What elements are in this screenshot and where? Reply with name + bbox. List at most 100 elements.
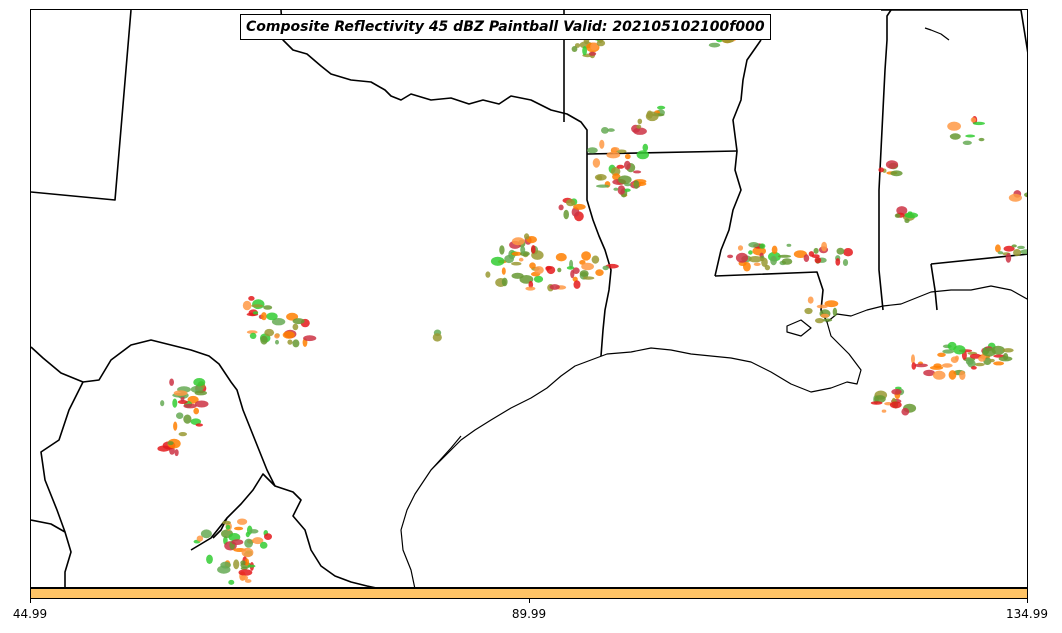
paintball-blob [217, 565, 231, 574]
paintball-blob [595, 269, 604, 276]
paintball-blob [983, 357, 992, 366]
paintball-blob [573, 280, 581, 289]
paintball-blob [911, 354, 915, 364]
paintball-blob [764, 264, 771, 271]
paintball-blob [252, 537, 264, 545]
paintball-blob [978, 355, 986, 362]
paintball-blob [193, 378, 206, 387]
paintball-blob [240, 566, 248, 570]
paintball-blob [1017, 245, 1025, 250]
paintball-blob [895, 386, 902, 390]
paintball-blob [525, 286, 536, 291]
paintball-blob [624, 153, 631, 160]
paintball-blob [511, 237, 525, 246]
paintball-blob [607, 128, 615, 132]
paintball-blob [233, 559, 240, 570]
paintball-blob [835, 258, 841, 266]
paintball-blob [239, 575, 249, 581]
paintball-blob [816, 304, 828, 309]
paintball-blob [932, 370, 946, 380]
paintball-blob [602, 265, 609, 271]
paintball-blob [777, 254, 792, 258]
paintball-blob [261, 312, 267, 321]
paintball-blob [1008, 193, 1023, 202]
paintball-blob [531, 245, 536, 254]
paintball-blob [193, 407, 199, 415]
paintball-blob [263, 305, 273, 310]
paintball-blob [485, 271, 491, 278]
coastline-path [430, 435, 462, 471]
paintball-blob [617, 185, 626, 195]
map-panel [30, 9, 1028, 588]
paintball-blob [557, 267, 562, 273]
paintball-blob [534, 266, 544, 275]
paintball-blob [889, 401, 902, 409]
paintball-blob [878, 167, 884, 173]
paintball-blob [832, 307, 838, 317]
paintball-blob [249, 529, 259, 534]
paintball-blob [200, 529, 212, 539]
paintball-blob [581, 251, 591, 261]
paintball-blob [558, 204, 564, 211]
paintball-blob [748, 256, 763, 263]
paintball-blob [937, 352, 946, 357]
paintball-blob [618, 175, 632, 184]
paintball-blob [894, 213, 901, 218]
boundary-line [280, 10, 588, 154]
paintball-blob [995, 244, 1001, 253]
paintball-blob [244, 579, 252, 583]
boundary-line [1020, 10, 1027, 53]
paintball-blob [511, 261, 522, 266]
paintball-blob [511, 272, 524, 279]
paintball-blob [566, 266, 575, 270]
paintball-blob [633, 180, 640, 189]
paintball-blob [786, 243, 792, 247]
paintball-blob [247, 564, 256, 568]
paintball-blob [549, 284, 560, 290]
boundary-line [190, 473, 376, 587]
colorbar-tick-label-mid: 89.99 [511, 607, 547, 621]
paintball-blob [490, 256, 505, 266]
paintball-blob [803, 254, 810, 262]
paintball-blob [571, 46, 578, 52]
paintball-blob [824, 300, 839, 308]
paintball-blob [292, 318, 305, 325]
paintball-blob [533, 275, 544, 283]
paintball-blob [636, 150, 649, 160]
paintball-blob [923, 369, 935, 377]
paintball-blob [947, 121, 961, 131]
paintball-blob [245, 531, 250, 538]
paintball-blob [616, 164, 625, 169]
paintball-blob [611, 147, 620, 152]
paintball-blob [286, 312, 299, 321]
paintball-blob [579, 270, 589, 277]
paintball-blob [793, 250, 808, 258]
paintball-blob [989, 358, 995, 363]
paintball-blob [225, 524, 231, 530]
paintball-blob [737, 245, 744, 251]
paintball-blob [194, 400, 209, 408]
paintball-blob [555, 253, 567, 262]
paintball-blob [993, 361, 1005, 366]
paintball-blob [972, 121, 986, 126]
paintball-blob [194, 390, 207, 396]
paintball-blob [949, 133, 961, 140]
paintball-blob [176, 412, 184, 420]
paintball-blob [174, 449, 179, 457]
paintball-blob [581, 262, 594, 271]
map-canvas [31, 10, 1027, 587]
paintball-blob [901, 407, 910, 416]
paintball-blob [240, 560, 246, 566]
paintball-blob [967, 359, 976, 368]
paintball-blob [904, 212, 919, 219]
paintball-blob [606, 151, 621, 159]
paintball-blob [599, 139, 605, 149]
paintball-blob [157, 445, 171, 452]
paintball-blob [1005, 253, 1012, 263]
paintball-blob [196, 535, 204, 542]
coastline-path [924, 27, 950, 41]
paintball-blob [843, 248, 853, 257]
paintball-blob [528, 280, 534, 289]
paintball-blob [633, 170, 642, 174]
paintball-blob [246, 330, 258, 334]
